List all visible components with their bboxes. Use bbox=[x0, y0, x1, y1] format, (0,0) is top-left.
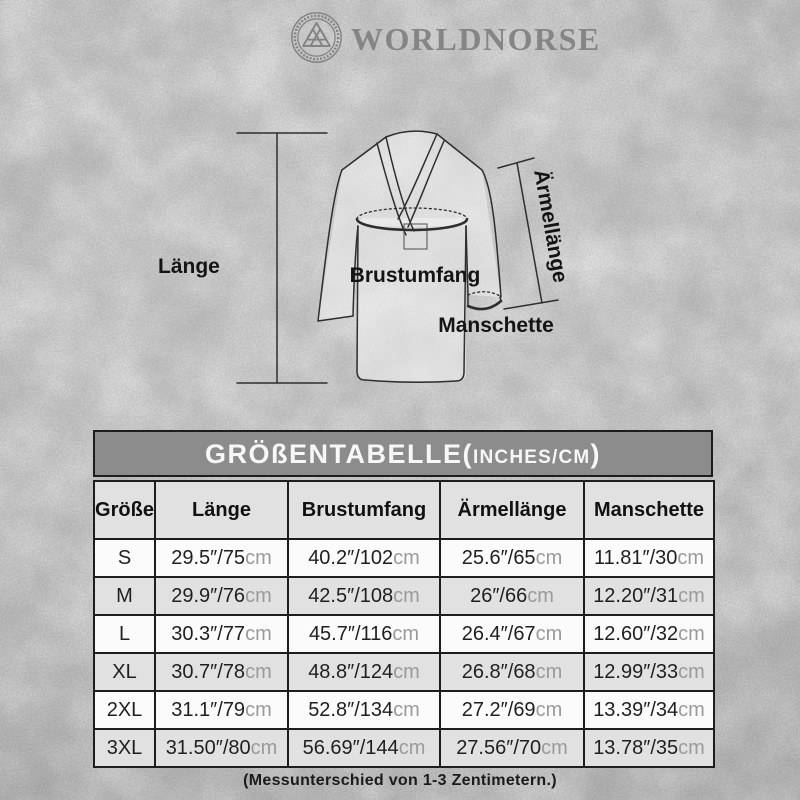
table-row: M 29.9″/76cm 42.5″/108cm 26″/66cm 12.20″/31c… bbox=[93, 576, 715, 616]
measurement-cell: 13.39″/34cm bbox=[583, 690, 715, 730]
brand-name: WORLDNORSE bbox=[351, 21, 601, 57]
table-title-close: ) bbox=[590, 439, 601, 469]
table-title-units: INCHES/CM bbox=[473, 447, 591, 468]
size-cell: M bbox=[93, 576, 156, 616]
measurement-cell: 29.9″/76cm bbox=[154, 576, 289, 616]
measurement-cell: 11.81″/30cm bbox=[583, 538, 715, 578]
length-label: Länge bbox=[158, 255, 220, 278]
table-row: XL 30.7″/78cm 48.8″/124cm 26.8″/68cm 12.99″/… bbox=[93, 652, 715, 692]
column-header: Größe bbox=[93, 480, 156, 540]
measurement-cell: 31.1″/79cm bbox=[154, 690, 289, 730]
size-cell: S bbox=[93, 538, 156, 578]
size-cell: XL bbox=[93, 652, 156, 692]
table-title-bar: GRÖßENTABELLE(INCHES/CM) bbox=[93, 430, 713, 477]
belt-loop-detail bbox=[403, 223, 428, 250]
measurement-cell: 12.20″/31cm bbox=[583, 576, 715, 616]
garment-diagram: Länge Brustumfang Manschette Ärmellänge bbox=[158, 130, 572, 384]
chest-label: Brustumfang bbox=[350, 264, 481, 287]
measurement-cell: 30.3″/77cm bbox=[154, 614, 289, 654]
chest-line bbox=[355, 217, 469, 232]
table-row: 3XL 31.50″/80cm 56.69″/144cm 27.56″/70cm 13.… bbox=[93, 728, 715, 768]
cuff-label: Manschette bbox=[438, 314, 554, 337]
size-cell: L bbox=[93, 614, 156, 654]
measurement-cell: 26.8″/68cm bbox=[439, 652, 585, 692]
table-row: L 30.3″/77cm 45.7″/116cm 26.4″/67cm 12.60″/3… bbox=[93, 614, 715, 654]
column-header: Manschette bbox=[583, 480, 715, 540]
column-header: Länge bbox=[154, 480, 289, 540]
table-row: 2XL 31.1″/79cm 52.8″/134cm 27.2″/69cm 13.39″… bbox=[93, 690, 715, 730]
table-title: GRÖßENTABELLE( bbox=[205, 439, 474, 469]
measurement-cell: 27.2″/69cm bbox=[439, 690, 585, 730]
measurement-cell: 26.4″/67cm bbox=[439, 614, 585, 654]
column-header: Brustumfang bbox=[287, 480, 441, 540]
valknut-emblem-icon bbox=[291, 12, 342, 63]
size-cell: 3XL bbox=[93, 728, 156, 768]
measurement-cell: 26″/66cm bbox=[439, 576, 585, 616]
length-dimension-line bbox=[236, 132, 328, 384]
size-table: Größe Länge Brustumfang Ärmellänge Manschett… bbox=[93, 480, 715, 768]
measurement-cell: 12.99″/33cm bbox=[583, 652, 715, 692]
measurement-cell: 56.69″/144cm bbox=[287, 728, 441, 768]
measurement-cell: 40.2″/102cm bbox=[287, 538, 441, 578]
measurement-cell: 48.8″/124cm bbox=[287, 652, 441, 692]
sleeve-dimension-line bbox=[497, 157, 559, 310]
column-header: Ärmellänge bbox=[439, 480, 585, 540]
robe-outline-drawing bbox=[317, 130, 503, 384]
measurement-cell: 30.7″/78cm bbox=[154, 652, 289, 692]
table-row: S 29.5″/75cm 40.2″/102cm 25.6″/65cm 11.81″/3… bbox=[93, 538, 715, 578]
measurement-cell: 25.6″/65cm bbox=[439, 538, 585, 578]
brand-header: WORLDNORSE bbox=[0, 0, 800, 90]
measurement-cell: 31.50″/80cm bbox=[154, 728, 289, 768]
measurement-cell: 29.5″/75cm bbox=[154, 538, 289, 578]
robe-fill bbox=[318, 131, 501, 381]
measurement-cell: 52.8″/134cm bbox=[287, 690, 441, 730]
measurement-cell: 42.5″/108cm bbox=[287, 576, 441, 616]
size-table-section: GRÖßENTABELLE(INCHES/CM) Größe Länge Brust… bbox=[93, 430, 715, 768]
size-cell: 2XL bbox=[93, 690, 156, 730]
measurement-cell: 12.60″/32cm bbox=[583, 614, 715, 654]
measurement-note: (Messunterschied von 1-3 Zentimetern.) bbox=[243, 772, 557, 789]
column-row: Größe Länge Brustumfang Ärmellänge Manschett… bbox=[93, 480, 715, 540]
measurement-cell: 45.7″/116cm bbox=[287, 614, 441, 654]
measurement-cell: 27.56″/70cm bbox=[439, 728, 585, 768]
size-table-body: S 29.5″/75cm 40.2″/102cm 25.6″/65cm 11.81″/3… bbox=[93, 538, 715, 768]
measurement-cell: 13.78″/35cm bbox=[583, 728, 715, 768]
